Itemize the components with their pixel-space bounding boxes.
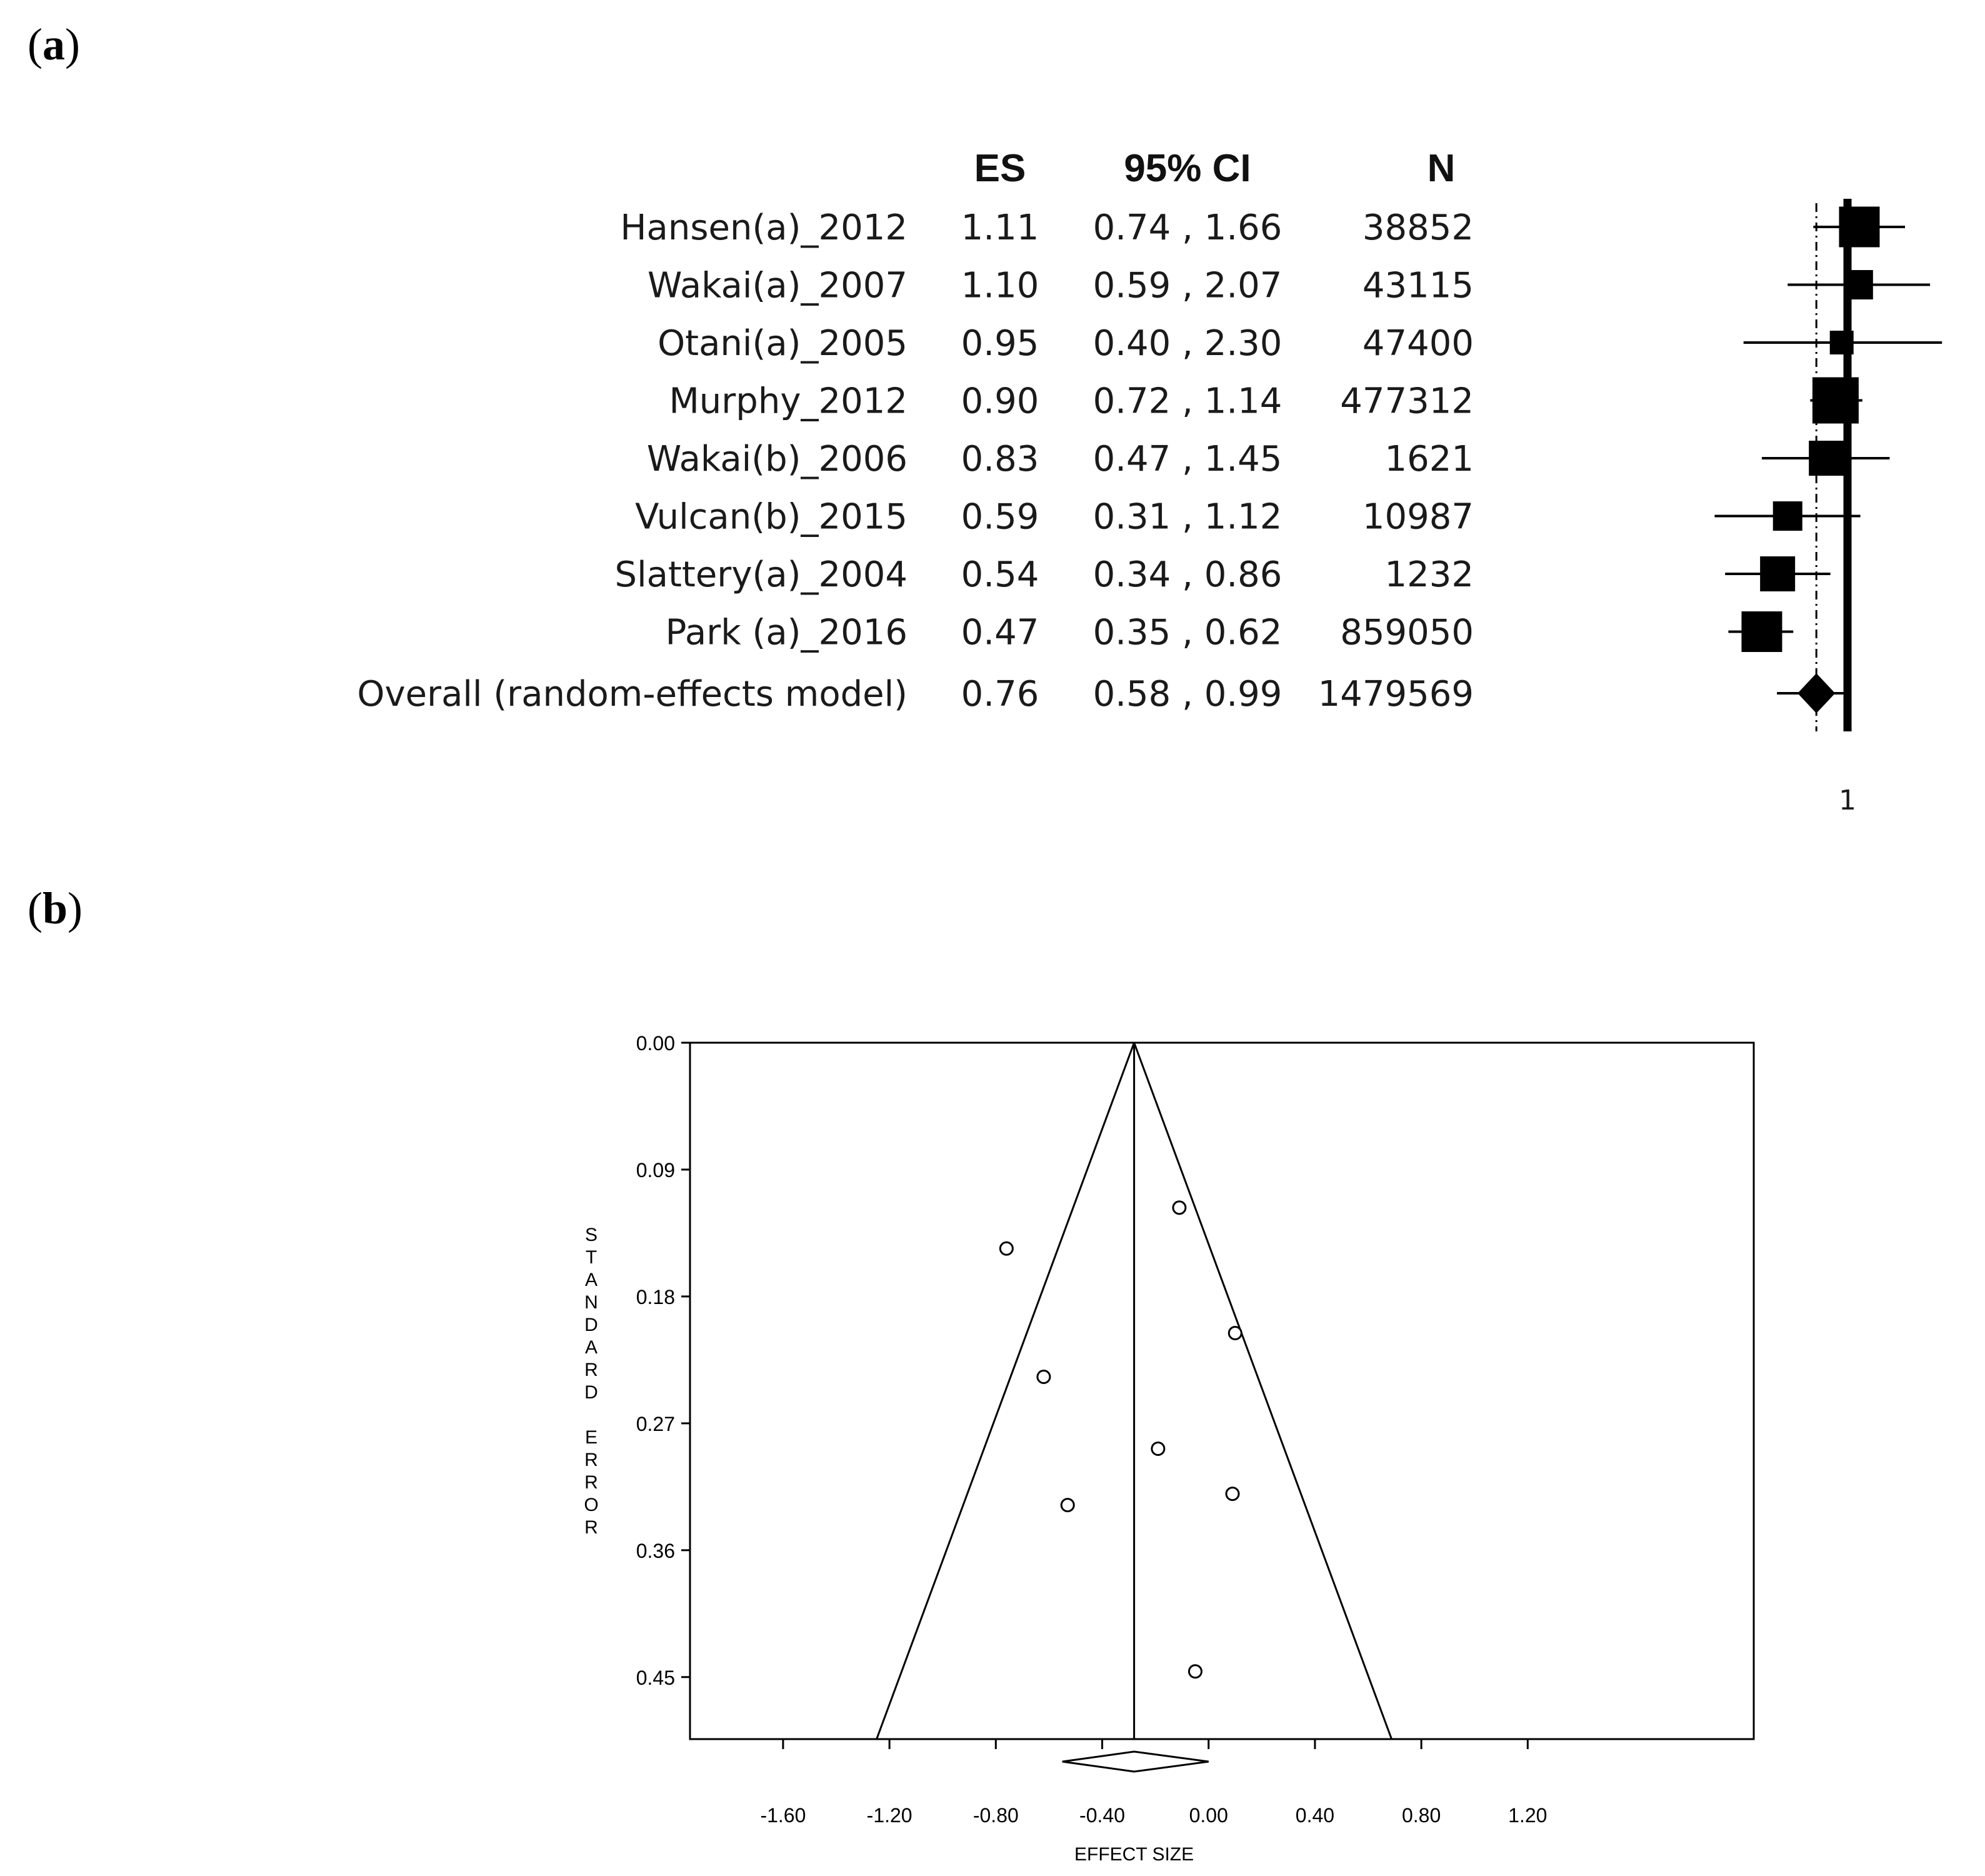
study-point: [1228, 1326, 1242, 1341]
funnel-right-boundary: [1133, 1042, 1392, 1740]
forest-plot: ES 95% CI N Hansen(a)_2012 1.11 0.74 , 1.66 38…: [357, 147, 1942, 816]
x-axis-title: EFFECT SIZE: [1074, 1844, 1194, 1865]
study-es: 0.54: [961, 554, 1039, 595]
study-ci: 0.31 , 1.12: [1093, 497, 1282, 538]
study-n: 1621: [1384, 439, 1474, 479]
y-tick-label: 0.09: [636, 1159, 675, 1181]
reference-label: 1: [1839, 785, 1856, 816]
overall-name: Overall (random-effects model): [357, 674, 908, 715]
x-tick-label: 0.00: [1189, 1804, 1228, 1827]
y-tick-label: 0.45: [636, 1667, 675, 1689]
x-tick-label: 0.80: [1402, 1804, 1441, 1827]
y-tick-label: 0.36: [636, 1540, 675, 1562]
panel-label-b: (b): [28, 883, 83, 933]
study-name: Vulcan(b)_2015: [635, 497, 908, 538]
y-tick-label: 0.27: [636, 1413, 675, 1435]
study-point: [1060, 1498, 1075, 1513]
study-box: [1772, 501, 1802, 531]
study-ci: 0.35 , 0.62: [1093, 613, 1282, 653]
x-tick-label: -0.40: [1079, 1804, 1125, 1827]
study-es: 0.90: [961, 381, 1039, 422]
es-header: ES: [974, 147, 1026, 190]
study-es: 0.83: [961, 439, 1039, 479]
x-tick-label: 1.20: [1508, 1804, 1547, 1827]
x-tick-label: -0.80: [973, 1804, 1019, 1827]
study-name: Murphy_2012: [669, 381, 908, 422]
study-ci: 0.59 , 2.07: [1093, 266, 1282, 306]
study-n: 477312: [1340, 381, 1474, 422]
study-n: 47400: [1362, 323, 1474, 364]
study-name: Slattery(a)_2004: [615, 554, 908, 595]
x-tick-label: 0.40: [1296, 1804, 1334, 1827]
study-ci: 0.40 , 2.30: [1093, 323, 1282, 364]
y-tick-label: 0.00: [636, 1032, 675, 1055]
study-n: 43115: [1362, 266, 1474, 306]
study-es: 0.59: [961, 497, 1039, 538]
study-es: 0.47: [961, 613, 1039, 653]
study-point: [1172, 1200, 1187, 1215]
funnel-left-boundary: [876, 1042, 1135, 1740]
study-point: [1036, 1369, 1051, 1384]
study-name: Hansen(a)_2012: [620, 208, 908, 248]
overall-ci: 0.58 , 0.99: [1093, 674, 1282, 715]
study-es: 1.10: [961, 266, 1039, 306]
panel-label-a: (a): [28, 19, 80, 69]
study-ci: 0.72 , 1.14: [1093, 381, 1282, 422]
study-n: 859050: [1340, 613, 1474, 653]
study-point: [1151, 1441, 1166, 1456]
study-ci: 0.74 , 1.66: [1093, 208, 1282, 248]
plot-frame: [689, 1041, 1755, 1740]
x-tick-label: -1.60: [760, 1804, 806, 1827]
y-tick-label: 0.18: [636, 1286, 675, 1308]
study-n: 38852: [1362, 208, 1474, 248]
study-name: Wakai(a)_2007: [648, 266, 908, 306]
study-es: 0.95: [961, 323, 1039, 364]
study-box: [1760, 556, 1796, 591]
x-tick-label: -1.20: [867, 1804, 912, 1827]
overall-n: 1479569: [1318, 674, 1474, 715]
study-name: Park (a)_2016: [666, 613, 908, 653]
summary-diamond: [1062, 1750, 1209, 1773]
n-header: N: [1428, 147, 1456, 190]
study-name: Wakai(b)_2006: [647, 439, 908, 479]
study-n: 10987: [1362, 497, 1474, 538]
study-ci: 0.34 , 0.86: [1093, 554, 1282, 595]
study-box: [1809, 441, 1844, 476]
study-name: Otani(a)_2005: [658, 323, 908, 364]
ci-header: 95% CI: [1124, 147, 1251, 190]
study-es: 1.11: [961, 208, 1039, 248]
study-point: [1225, 1487, 1240, 1502]
study-ci: 0.47 , 1.45: [1093, 439, 1282, 479]
study-n: 1232: [1384, 554, 1474, 595]
overall-es: 0.76: [961, 674, 1039, 715]
study-point: [999, 1241, 1014, 1256]
study-box: [1741, 611, 1782, 652]
study-point: [1188, 1664, 1202, 1679]
